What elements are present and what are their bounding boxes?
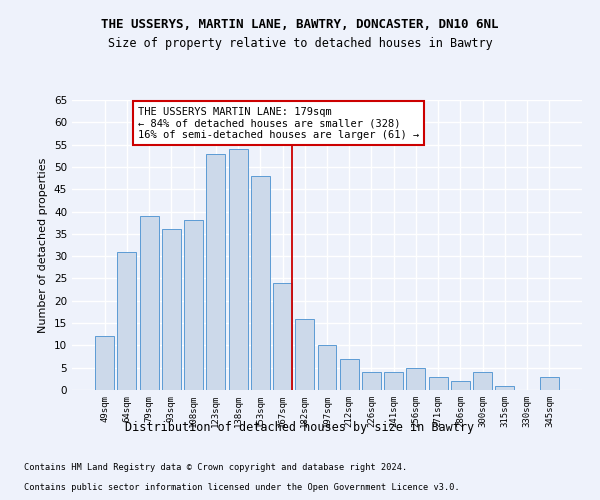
Bar [95,336,114,390]
Bar [273,283,292,390]
Text: Contains public sector information licensed under the Open Government Licence v3: Contains public sector information licen… [24,484,460,492]
Text: Contains HM Land Registry data © Crown copyright and database right 2024.: Contains HM Land Registry data © Crown c… [24,464,407,472]
Bar [317,346,337,390]
Bar [429,376,448,390]
Bar [118,252,136,390]
Text: THE USSERYS MARTIN LANE: 179sqm
← 84% of detached houses are smaller (328)
16% o: THE USSERYS MARTIN LANE: 179sqm ← 84% of… [138,106,419,140]
Bar [184,220,203,390]
Bar [473,372,492,390]
Bar [406,368,425,390]
Bar [451,381,470,390]
Bar [251,176,270,390]
Bar [362,372,381,390]
Text: Distribution of detached houses by size in Bawtry: Distribution of detached houses by size … [125,421,475,434]
Text: THE USSERYS, MARTIN LANE, BAWTRY, DONCASTER, DN10 6NL: THE USSERYS, MARTIN LANE, BAWTRY, DONCAS… [101,18,499,30]
Bar [496,386,514,390]
Bar [140,216,158,390]
Bar [206,154,225,390]
Bar [162,230,181,390]
Bar [540,376,559,390]
Bar [340,359,359,390]
Bar [229,149,248,390]
Bar [384,372,403,390]
Text: Size of property relative to detached houses in Bawtry: Size of property relative to detached ho… [107,38,493,51]
Y-axis label: Number of detached properties: Number of detached properties [38,158,49,332]
Bar [295,318,314,390]
